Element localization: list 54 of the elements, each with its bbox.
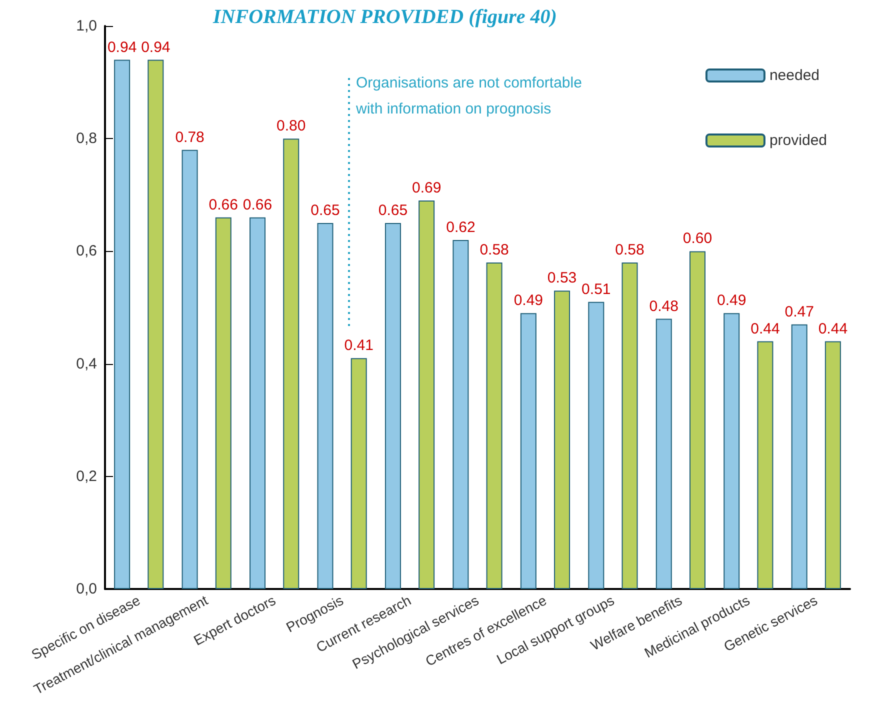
bar [114, 60, 130, 589]
data-label: 0.94 [107, 38, 137, 56]
data-label: 0.62 [446, 218, 476, 236]
data-label: 0.78 [175, 128, 204, 146]
bar [452, 240, 469, 589]
data-label: 0.80 [276, 118, 306, 135]
bar [148, 60, 164, 589]
data-label: 0.44 [750, 320, 780, 338]
data-label: 0.53 [547, 270, 577, 287]
bar [384, 223, 401, 589]
bar [215, 217, 232, 589]
y-tick-label: 0,0 [76, 580, 97, 598]
data-label: 0.60 [682, 230, 712, 248]
bar [520, 313, 536, 589]
legend-label: provided [769, 132, 828, 149]
bar [588, 302, 604, 589]
bar [317, 223, 334, 589]
annotation: Organisations are not comfortable with information on prognosis [355, 74, 582, 118]
bar [689, 251, 706, 589]
bar [757, 341, 774, 589]
bar [486, 262, 502, 589]
data-label: 0.44 [818, 320, 848, 338]
data-label: 0.65 [378, 202, 408, 220]
data-label: 0.69 [412, 180, 442, 197]
y-tick-label: 0,8 [76, 130, 97, 148]
data-label: 0.94 [141, 38, 170, 56]
y-tick-label: 0,4 [76, 355, 97, 372]
data-label: 0.66 [208, 196, 238, 214]
bar [724, 313, 740, 589]
bar [250, 217, 266, 589]
data-label: 0.41 [344, 337, 374, 354]
bar [656, 318, 672, 589]
y-tick-label: 0,2 [76, 468, 97, 485]
bar [791, 324, 808, 589]
data-label: 0.47 [784, 303, 814, 320]
y-tick-label: 1,0 [76, 18, 97, 34]
data-label: 0.48 [649, 298, 678, 315]
legend-label: needed [769, 67, 820, 84]
bar [622, 262, 638, 589]
chart-title: INFORMATION PROVIDED (figure 40) [212, 6, 557, 28]
bar [824, 341, 841, 589]
data-label: 0.49 [717, 292, 746, 310]
data-label: 0.51 [582, 280, 611, 298]
bar [283, 138, 300, 589]
data-label: 0.49 [514, 292, 544, 310]
data-label: 0.65 [310, 202, 340, 220]
bar [554, 290, 570, 589]
data-label: 0.58 [480, 241, 509, 258]
data-label: 0.58 [615, 241, 644, 258]
bar [418, 200, 435, 589]
data-label: 0.66 [242, 196, 272, 214]
bar [182, 150, 198, 589]
bar [350, 358, 367, 589]
y-tick-label: 0,6 [76, 242, 97, 260]
